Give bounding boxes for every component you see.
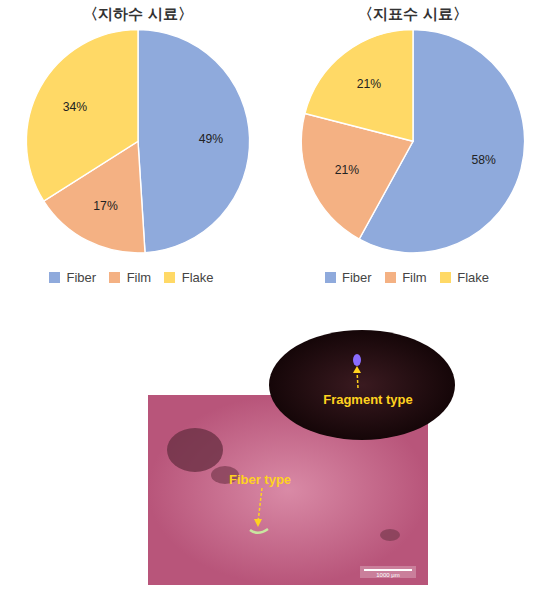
html-text:Film: Film bbox=[402, 269, 427, 285]
html-text:〈지하수 시료〉: 〈지하수 시료〉 bbox=[82, 5, 193, 23]
svg-text:Fiber type: Fiber type bbox=[229, 472, 291, 487]
svg-text:58%: 58% bbox=[472, 153, 497, 167]
svg-text:34%: 34% bbox=[62, 100, 87, 114]
svg-text:Fragment type: Fragment type bbox=[323, 392, 413, 407]
svg-text:1000 μm: 1000 μm bbox=[376, 572, 399, 578]
html-text:Fiber: Fiber bbox=[66, 269, 97, 285]
svg-text:17%: 17% bbox=[93, 199, 118, 213]
html-text:Film: Film bbox=[126, 269, 152, 285]
svg-text:21%: 21% bbox=[357, 77, 382, 91]
html-text:Flake: Flake bbox=[457, 269, 489, 285]
html-text:Flake: Flake bbox=[181, 269, 214, 285]
svg-text:21%: 21% bbox=[335, 163, 360, 177]
html-text:Fiber: Fiber bbox=[342, 269, 372, 285]
svg-text:49%: 49% bbox=[199, 132, 224, 146]
html-text:〈지표수 시료〉: 〈지표수 시료〉 bbox=[358, 5, 469, 23]
